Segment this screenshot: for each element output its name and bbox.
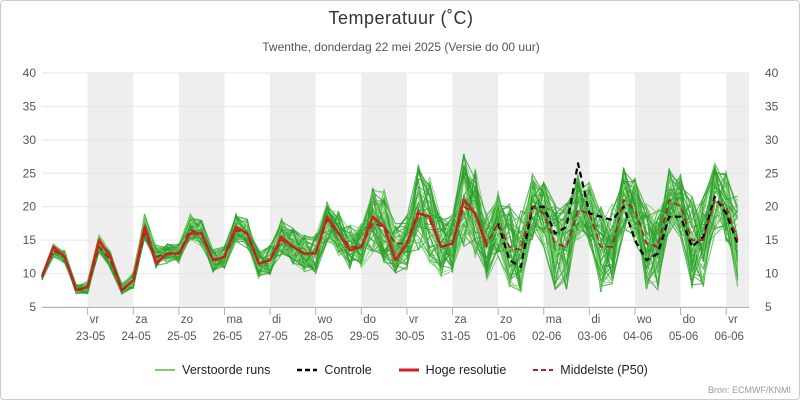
legend-swatch-ensemble <box>155 369 176 371</box>
x-tick-label-date: 28-05 <box>304 331 333 343</box>
day-band <box>178 73 225 307</box>
ensemble-member-line <box>41 175 739 293</box>
x-tick-label-weekday: vr <box>728 314 738 326</box>
x-tick-label-weekday: wo <box>636 314 652 326</box>
y-tick-label-left: 5 <box>29 300 36 314</box>
x-tick-label-date: 02-06 <box>532 331 561 343</box>
x-tick-label-date: 03-06 <box>578 331 607 343</box>
y-tick-label-left: 25 <box>23 166 37 180</box>
x-tick-label-date: 04-06 <box>623 331 652 343</box>
x-tick-label-weekday: ma <box>226 314 243 326</box>
x-tick-label-weekday: di <box>272 314 281 326</box>
legend-label-control: Controle <box>324 363 372 377</box>
legend-swatch-median <box>533 369 554 371</box>
day-band <box>270 73 316 307</box>
legend-label-median: Middelste (P50) <box>560 363 648 377</box>
x-tick-label-date: 01-06 <box>486 331 515 343</box>
x-tick-label-date: 31-05 <box>441 331 470 343</box>
legend-item-median[interactable]: Middelste (P50) <box>532 363 648 377</box>
x-axis: vr 23-05 za 24-05 zo 25-05 ma 26-05 di 27-05 wo 28-… <box>42 307 749 343</box>
legend-swatch-control <box>297 368 318 372</box>
y-tick-label-right: 25 <box>765 166 779 180</box>
y-tick-label-right: 15 <box>765 233 779 247</box>
legend-item-control[interactable]: Controle <box>296 363 372 377</box>
y-tick-label-right: 35 <box>765 99 779 113</box>
legend-label-high-res: Hoge resolutie <box>425 363 507 377</box>
x-tick-label-weekday: di <box>591 314 600 326</box>
y-axis-left: 5 10 15 20 25 30 35 40 <box>23 66 37 314</box>
x-tick-label-date: 27-05 <box>258 331 287 343</box>
x-tick-label-date: 30-05 <box>395 331 424 343</box>
x-tick-label-date: 06-06 <box>714 331 743 343</box>
chart-title: Temperatuur (˚C) <box>328 8 474 28</box>
ensemble-runs <box>41 153 739 295</box>
day-band <box>87 73 134 307</box>
x-tick-label-weekday: ma <box>546 314 563 326</box>
x-tick-label-weekday: vr <box>90 314 100 326</box>
legend-item-ensemble[interactable]: Verstoorde runs <box>154 363 270 377</box>
series-line-median <box>41 199 739 292</box>
chart-subtitle: Twenthe, donderdag 22 mei 2025 (Versie d… <box>262 40 540 54</box>
y-tick-label-right: 5 <box>765 300 772 314</box>
y-tick-label-right: 10 <box>765 267 779 281</box>
x-tick-label-date: 29-05 <box>350 331 379 343</box>
y-tick-label-right: 30 <box>765 133 779 147</box>
y-tick-label-right: 40 <box>765 66 779 80</box>
series-lines <box>40 162 739 292</box>
x-tick-label-weekday: za <box>455 314 468 326</box>
series-line-control <box>497 162 739 268</box>
x-tick-label-date: 23-05 <box>76 331 105 343</box>
x-tick-label-weekday: do <box>683 314 696 326</box>
y-axis-right: 5 10 15 20 25 30 35 40 <box>765 66 779 314</box>
y-tick-label-right: 20 <box>765 200 779 214</box>
x-tick-label-weekday: vr <box>409 314 419 326</box>
ensemble-member-line <box>41 170 739 290</box>
legend-item-high-res[interactable]: Hoge resolutie <box>398 363 507 377</box>
credits-text: Bron: ECMWF/KNMI <box>707 385 791 395</box>
y-tick-label-left: 40 <box>23 66 37 80</box>
y-tick-label-left: 10 <box>23 267 37 281</box>
ensemble-member-line <box>41 181 739 293</box>
x-tick-label-date: 25-05 <box>167 331 196 343</box>
y-tick-label-left: 30 <box>23 133 37 147</box>
ensemble-member-line <box>41 166 739 295</box>
x-tick-label-weekday: zo <box>181 314 193 326</box>
y-tick-label-left: 35 <box>23 99 37 113</box>
x-tick-label-weekday: zo <box>500 314 512 326</box>
x-tick-label-date: 24-05 <box>122 331 151 343</box>
x-tick-label-weekday: za <box>135 314 148 326</box>
x-tick-label-date: 05-06 <box>669 331 698 343</box>
x-tick-label-weekday: do <box>363 314 376 326</box>
y-tick-label-left: 15 <box>23 233 37 247</box>
legend: Verstoorde runs Controle Hoge resolutie … <box>1 363 800 377</box>
legend-label-ensemble: Verstoorde runs <box>182 363 271 377</box>
y-tick-label-left: 20 <box>23 200 37 214</box>
x-tick-label-weekday: wo <box>317 314 333 326</box>
legend-swatch-high-res <box>398 368 419 372</box>
x-tick-label-date: 26-05 <box>213 331 242 343</box>
